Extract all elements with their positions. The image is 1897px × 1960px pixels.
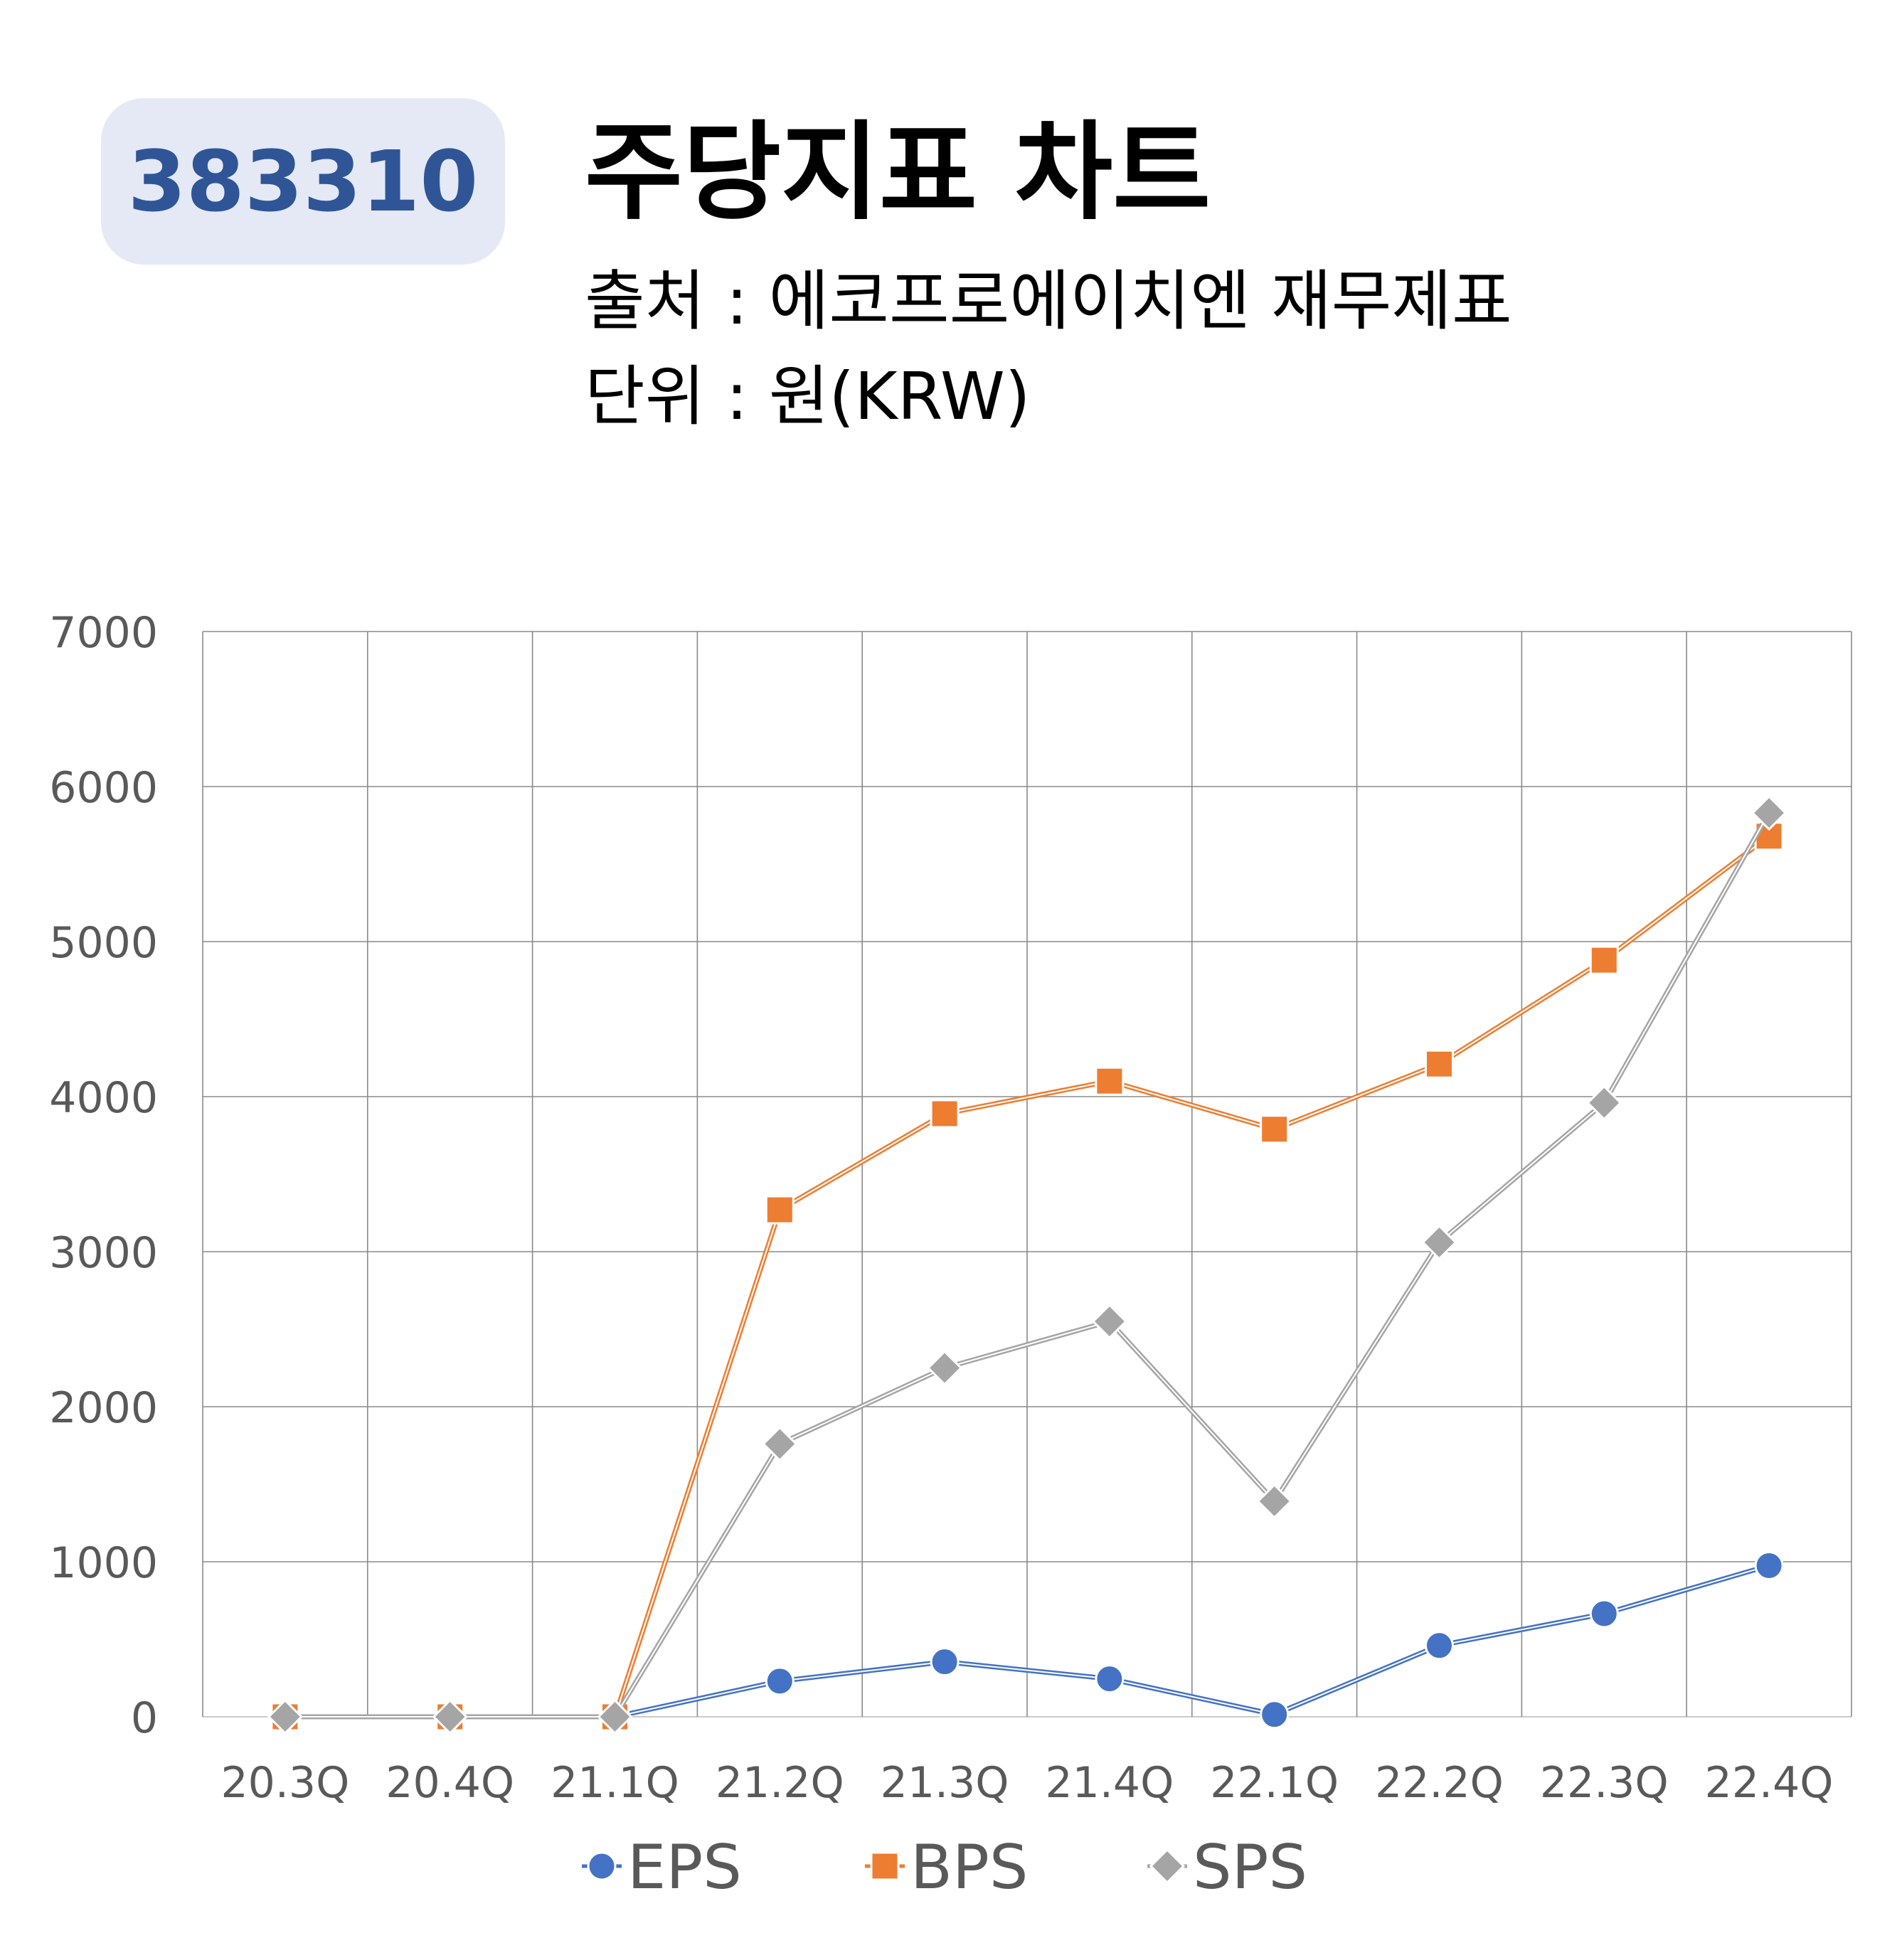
data-point xyxy=(926,1350,963,1386)
x-tick-label: 21.2Q xyxy=(716,1758,844,1808)
data-point xyxy=(1260,1114,1290,1144)
data-point xyxy=(762,1426,798,1462)
grid xyxy=(202,631,1852,1717)
chart-title: 주당지표 차트 xyxy=(585,111,1211,235)
data-point xyxy=(1754,1550,1784,1580)
data-point xyxy=(1260,1700,1290,1730)
x-tick-label: 22.2Q xyxy=(1375,1758,1504,1808)
data-point xyxy=(1425,1631,1454,1661)
data-point xyxy=(930,1099,960,1129)
series-layer xyxy=(267,794,1787,1735)
legend: EPS BPS SPS xyxy=(582,1832,1307,1903)
x-tick-label: 20.4Q xyxy=(386,1758,514,1808)
data-point xyxy=(1091,1303,1128,1340)
y-tick-label: 0 xyxy=(131,1693,158,1743)
data-point xyxy=(432,1698,468,1735)
legend-label: SPS xyxy=(1193,1832,1307,1903)
y-axis-ticks: 0 1000 2000 3000 4000 5000 6000 7000 xyxy=(49,608,158,1743)
legend-marker xyxy=(1149,1848,1186,1885)
legend-label: EPS xyxy=(627,1832,742,1903)
x-tick-label: 22.1Q xyxy=(1210,1758,1339,1808)
y-tick-label: 4000 xyxy=(49,1073,158,1123)
series-sps xyxy=(267,794,1787,1735)
y-tick-label: 6000 xyxy=(49,763,158,813)
data-point xyxy=(267,1698,304,1735)
data-point xyxy=(1421,1224,1457,1261)
data-point xyxy=(1425,1049,1454,1079)
data-point xyxy=(1750,794,1787,831)
y-tick-label: 1000 xyxy=(49,1538,158,1588)
x-tick-label: 21.3Q xyxy=(881,1758,1009,1808)
y-tick-label: 3000 xyxy=(49,1228,158,1278)
data-point xyxy=(1095,1664,1125,1694)
data-point xyxy=(930,1647,960,1677)
data-point xyxy=(1256,1483,1292,1520)
legend-item-sps: SPS xyxy=(1147,1832,1307,1903)
data-point xyxy=(1095,1066,1125,1096)
source-text: 출처 : 에코프로에이치엔 재무제표 xyxy=(585,263,1512,339)
x-tick-label: 21.4Q xyxy=(1045,1758,1174,1808)
data-point xyxy=(597,1698,633,1735)
y-tick-label: 7000 xyxy=(49,608,158,658)
data-point xyxy=(1589,1599,1619,1629)
data-point xyxy=(765,1666,795,1696)
series-line-inner xyxy=(285,812,1770,1717)
data-point xyxy=(1589,945,1619,975)
legend-marker xyxy=(870,1851,900,1881)
y-tick-label: 5000 xyxy=(49,918,158,968)
unit-text: 단위 : 원(KRW) xyxy=(585,358,1031,435)
x-axis-ticks: 20.3Q 20.4Q 21.1Q 21.2Q 21.3Q 21.4Q 22.1Q 22.2Q… xyxy=(220,1758,1833,1808)
legend-item-bps: BPS xyxy=(865,1832,1028,1903)
data-point xyxy=(1586,1085,1622,1121)
y-tick-label: 2000 xyxy=(49,1383,158,1433)
x-tick-label: 22.3Q xyxy=(1540,1758,1669,1808)
data-point xyxy=(765,1195,795,1225)
legend-item-eps: EPS xyxy=(582,1832,742,1903)
x-tick-label: 21.1Q xyxy=(551,1758,679,1808)
legend-marker xyxy=(587,1851,617,1881)
ticker-badge: 383310 xyxy=(101,98,505,265)
x-tick-label: 20.3Q xyxy=(220,1758,349,1808)
legend-label: BPS xyxy=(910,1832,1028,1903)
x-tick-label: 22.4Q xyxy=(1705,1758,1834,1808)
